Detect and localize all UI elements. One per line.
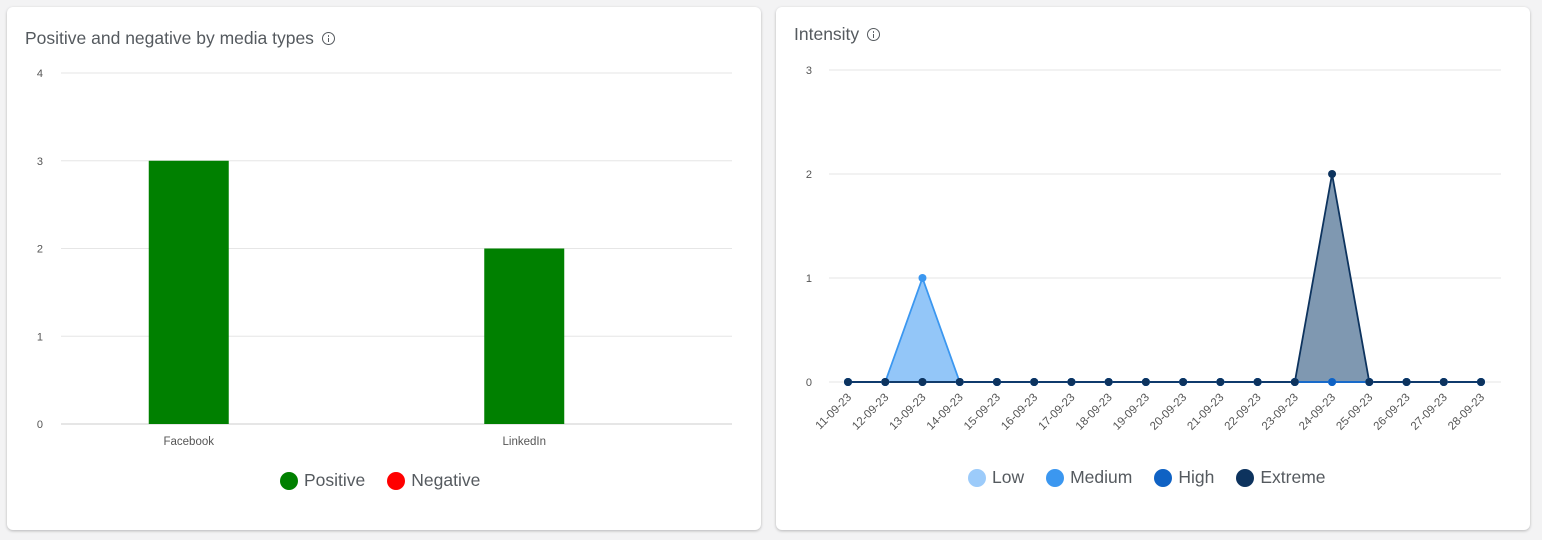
x-tick-label: 19-09-23 [1111, 392, 1152, 433]
point-extreme [1328, 170, 1337, 178]
legend-item-positive[interactable]: Positive [280, 470, 365, 491]
legend-marker-positive [280, 471, 298, 490]
legend-marker-high [1154, 468, 1173, 487]
point-extreme [1030, 378, 1039, 386]
intensity-card: Intensity 0 1 2 3 11-09-23 12-09-23 13-09-23 14… [776, 7, 1530, 530]
x-tick-label: 28-09-23 [1446, 392, 1487, 433]
x-tick-label: 20-09-23 [1148, 392, 1189, 433]
x-tick-label: Facebook [163, 436, 214, 448]
y-tick-label: 1 [806, 273, 812, 285]
point-extreme [918, 378, 927, 386]
media-types-title-row: Positive and negative by media types [25, 28, 335, 49]
point-extreme [1439, 378, 1448, 386]
point-extreme [1104, 378, 1113, 386]
x-tick-label: 14-09-23 [925, 392, 966, 433]
legend-label-high: High [1178, 467, 1215, 487]
legend-item-low[interactable]: Low [968, 467, 1024, 488]
y-tick-label: 0 [37, 419, 43, 431]
point-extreme [1067, 378, 1076, 386]
y-tick-label: 2 [806, 169, 812, 181]
bar-positive-linkedin [484, 248, 565, 424]
y-tick-label: 2 [37, 244, 43, 256]
x-tick-label: 23-09-23 [1260, 392, 1301, 433]
y-tick-label: 1 [37, 331, 43, 343]
intensity-area-chart: 0 1 2 3 11-09-2312-09-2313-09-2314-09-2315-0… [806, 65, 1501, 433]
point-extreme [1179, 378, 1188, 386]
point-extreme [844, 378, 852, 386]
point-extreme [992, 378, 1001, 386]
x-tick-label: LinkedIn [503, 436, 546, 448]
point-extreme [1290, 378, 1299, 386]
area-extreme [848, 174, 1481, 382]
legend-item-high[interactable]: High [1154, 467, 1214, 488]
x-tick-label: 11-09-23 [814, 392, 854, 432]
point-high [1328, 378, 1337, 386]
y-tick-label: 0 [806, 377, 812, 389]
legend-label-extreme: Extreme [1260, 467, 1326, 487]
legend-marker-negative [387, 471, 406, 490]
x-tick-label: 22-09-23 [1223, 392, 1264, 433]
legend-label-negative: Negative [411, 470, 481, 490]
line-extreme [848, 173, 1481, 383]
point-extreme [881, 378, 890, 386]
intensity-legend: Low Medium High Extreme [968, 467, 1326, 488]
x-tick-label: 12-09-23 [850, 392, 891, 433]
x-tick-label: 27-09-23 [1409, 392, 1450, 433]
legend-label-low: Low [992, 467, 1025, 487]
point-extreme [1402, 378, 1411, 386]
x-tick-label: 25-09-23 [1334, 392, 1375, 433]
info-icon[interactable] [867, 28, 881, 41]
x-tick-label: 16-09-23 [999, 392, 1040, 433]
legend-item-extreme[interactable]: Extreme [1236, 467, 1326, 488]
legend-marker-medium [1046, 468, 1065, 487]
media-types-bar-chart: 0 1 2 3 4 Facebook LinkedIn [37, 68, 732, 448]
legend-marker-low [968, 468, 986, 487]
point-extreme [1477, 378, 1485, 386]
x-tick-label: 13-09-23 [888, 392, 929, 433]
x-tick-label: 18-09-23 [1074, 392, 1115, 433]
legend-item-negative[interactable]: Negative [387, 470, 480, 491]
point-extreme [955, 378, 964, 386]
area-medium [848, 278, 1481, 382]
legend-item-medium[interactable]: Medium [1046, 467, 1132, 488]
intensity-chart-title: Intensity [794, 24, 860, 44]
point-extreme [1216, 378, 1225, 386]
bar-positive-facebook [148, 160, 229, 424]
x-tick-label: 21-09-23 [1185, 392, 1226, 433]
media-types-chart-title: Positive and negative by media types [25, 28, 314, 48]
point-extreme [1253, 378, 1262, 386]
x-tick-label: 15-09-23 [962, 392, 1003, 433]
point-extreme [1365, 378, 1374, 386]
y-tick-label: 4 [37, 68, 43, 80]
point-medium [918, 274, 927, 282]
x-tick-label: 17-09-23 [1036, 392, 1077, 433]
legend-label-medium: Medium [1070, 467, 1133, 487]
intensity-title-row: Intensity [794, 24, 881, 45]
info-icon[interactable] [321, 32, 335, 45]
x-tick-label: 26-09-23 [1372, 392, 1413, 433]
legend-marker-extreme [1236, 468, 1255, 487]
y-tick-label: 3 [37, 156, 43, 168]
x-tick-label: 24-09-23 [1297, 392, 1338, 433]
y-tick-label: 3 [806, 65, 812, 77]
point-extreme [1141, 378, 1150, 386]
legend-label-positive: Positive [304, 470, 366, 490]
media-types-legend: Positive Negative [280, 470, 480, 491]
media-types-card: Positive and negative by media types 0 1 2… [7, 7, 761, 530]
